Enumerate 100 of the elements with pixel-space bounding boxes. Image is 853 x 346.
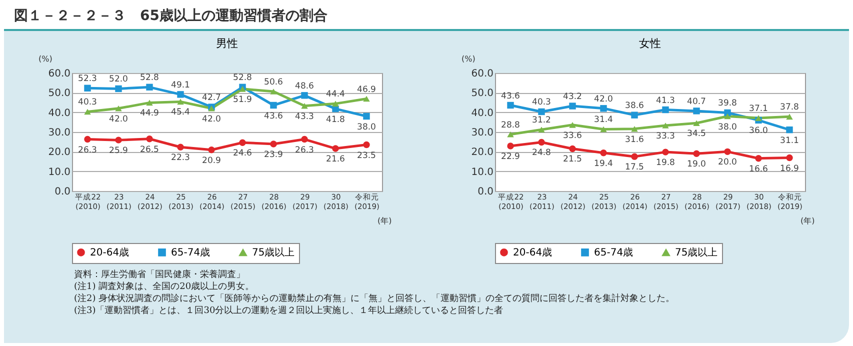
point [692,108,700,114]
point [332,145,340,152]
data-label: 40.3 [532,98,551,108]
point [84,84,92,92]
data-label: 43.2 [562,92,582,102]
point [506,102,514,109]
data-label: 41.3 [656,96,675,106]
point [568,145,576,152]
text: (注3)「運動習慣者」とは、１回30分以上の運動を週２回以上実施し、１年以上継続していると回答した者 [74,305,504,317]
point [363,112,370,120]
data-label: 33.3 [656,132,675,142]
y-tick-label: 60.0 [48,68,71,80]
data-label: 43.6 [500,91,520,102]
point [786,154,793,162]
data-label: 50.6 [264,77,284,88]
data-label: 31.4 [594,115,613,126]
point [146,136,154,142]
data-label: 25.9 [109,146,128,156]
point [630,153,638,160]
point [177,98,184,105]
y-tick-label: 60.0 [470,68,494,80]
point [538,108,545,116]
y-axis-title: (%) [38,54,53,64]
chart-title: 男性 [216,37,238,50]
data-label: 31.1 [780,136,799,146]
y-tick-label: 20.0 [48,147,71,158]
point [538,138,545,146]
data-label: 33.6 [562,130,582,141]
y-tick-label: 10.0 [470,166,494,178]
data-label: 31.2 [532,116,551,126]
data-label: 40.3 [78,98,98,108]
data-label: 46.9 [357,84,376,95]
data-label: 52.0 [109,74,128,85]
data-label: 16.6 [748,164,768,174]
point [177,144,184,150]
data-label: 42.0 [594,94,613,104]
y-tick-label: 30.0 [470,128,494,138]
point [630,112,638,118]
text: (注2) 身体状況調査の問診において「医師等からの運動禁止の有無」に「無」と回答し、「運動習慣」の全ての質問に回答した者を集計対象とした。 [74,293,676,305]
legend-label: 65-74歳 [594,246,633,258]
data-label: 38.0 [357,122,376,132]
point [568,122,576,128]
data-label: 39.8 [718,98,737,109]
point [363,141,370,148]
data-label: 20.9 [202,156,222,166]
data-label: 21.5 [562,154,582,165]
data-label: 19.0 [686,160,706,170]
legend-label: 65-74歳 [171,246,210,258]
legend-label: 20-64歳 [512,246,552,258]
data-label: 19.4 [594,158,613,169]
data-label: 37.8 [780,102,799,113]
data-label: 24.8 [532,148,551,158]
point [301,136,308,143]
point [301,92,308,99]
data-label: 44.9 [140,108,160,119]
point [692,150,700,157]
point [630,126,638,132]
data-label: 23.9 [264,150,284,160]
point [506,131,514,138]
data-label: 31.6 [624,134,644,145]
data-label: 43.3 [295,112,314,122]
point [270,88,278,94]
data-label: 45.4 [171,108,190,118]
data-label: 52.8 [140,73,160,84]
legend-label: 20-64歳 [90,246,130,258]
data-label: 42.7 [202,93,222,104]
data-label: 38.6 [624,101,644,112]
y-tick-label: 40.0 [470,108,494,119]
point [84,108,92,115]
point [538,126,545,133]
point [84,136,92,143]
y-tick-label: 0.0 [477,186,494,198]
y-tick-label: 20.0 [470,147,494,158]
point [754,155,762,162]
point [600,126,607,132]
x-axis-title: (年) [378,216,392,226]
point [239,139,246,146]
point [568,102,576,110]
data-label: 22.3 [171,153,190,164]
data-label: 21.6 [326,154,346,165]
data-label: 43.6 [264,111,284,122]
point [724,113,731,120]
data-label: 51.9 [233,94,252,105]
point [115,105,122,112]
point [146,84,154,91]
point [786,126,793,134]
data-label: 49.1 [171,80,190,90]
point [146,100,154,106]
data-label: 26.5 [140,144,160,155]
point [177,91,184,98]
point [506,142,514,150]
legend-label: 75歳以上 [674,246,718,259]
data-label: 26.3 [295,145,314,156]
data-label: 41.8 [326,114,346,125]
point [270,140,278,148]
y-tick-label: 30.0 [48,128,71,138]
y-tick-label: 50.0 [470,88,494,100]
data-label: 37.1 [748,104,768,114]
point [724,148,731,156]
data-label: 20.0 [718,158,737,168]
